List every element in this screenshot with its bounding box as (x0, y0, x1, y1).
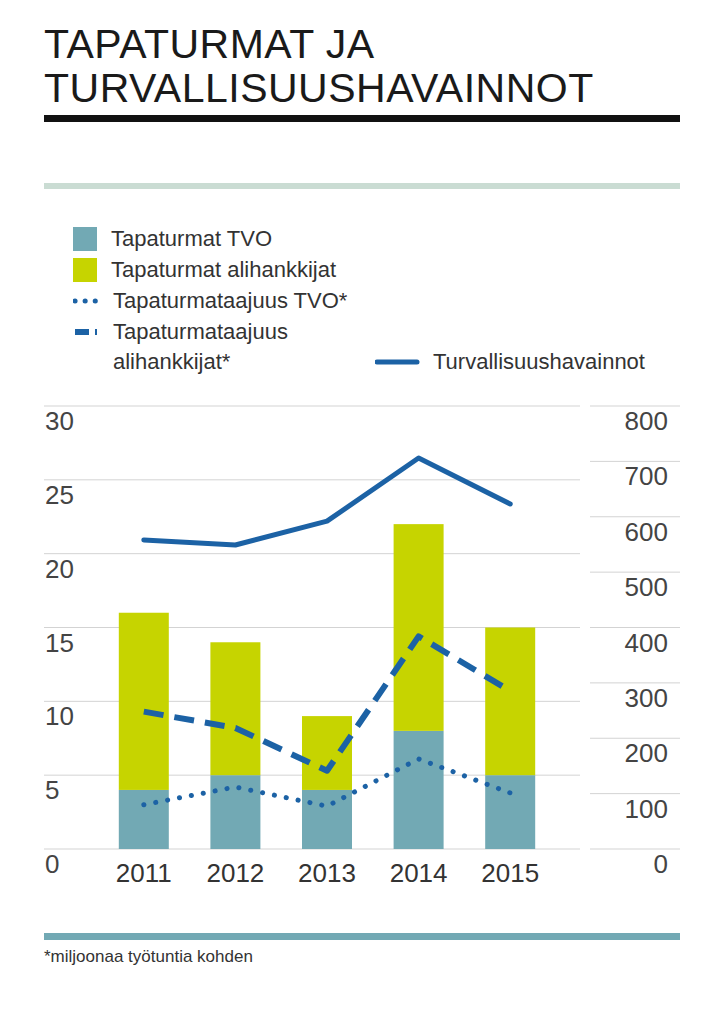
legend-swatch-line (75, 329, 97, 335)
line-solid (144, 458, 510, 545)
grid (44, 406, 680, 849)
title-rule (44, 115, 680, 122)
y-tick-label: 20 (45, 554, 74, 584)
y-tick-label: 25 (45, 480, 74, 510)
y2-tick-label: 700 (625, 461, 668, 491)
title: TAPATURMAT JA TURVALLISUUSHAVAINNOT (44, 22, 684, 110)
x-tick-label: 2012 (206, 858, 264, 888)
legend-label: Tapaturmat alihankkijat (111, 255, 336, 285)
legend-swatch-line (75, 299, 97, 304)
bar (119, 613, 169, 790)
bar (485, 775, 535, 849)
x-tick-label: 2011 (116, 858, 172, 888)
footer-rule (44, 933, 680, 940)
y-tick-label: 10 (45, 701, 74, 731)
y-tick-label: 15 (45, 628, 74, 658)
legend-swatch (73, 255, 105, 285)
legend-label: Turvallisuushavainnot (433, 347, 645, 377)
legend-item: Tapaturmat TVO (73, 224, 473, 254)
y2-tick-label: 100 (625, 794, 668, 824)
legend-item: Tapaturmataajuus alihankkijat* (73, 317, 313, 377)
legend-swatch (73, 224, 105, 254)
legend-item: Turvallisuushavainnot (375, 347, 695, 377)
grid-line (44, 406, 580, 407)
bar (394, 524, 444, 731)
legend-swatch-line (377, 360, 417, 365)
y2-tick-label: 0 (654, 849, 668, 879)
legend-rule (44, 183, 680, 189)
grid-line (44, 479, 580, 480)
y2-tick-label: 800 (625, 406, 668, 436)
y2-tick-label: 300 (625, 683, 668, 713)
bar (119, 790, 169, 849)
legend-label: Tapaturmataajuus TVO* (113, 286, 347, 316)
x-tick-label: 2015 (481, 858, 539, 888)
legend-item: Tapaturmataajuus TVO* (73, 286, 473, 316)
bar (485, 628, 535, 776)
bar (394, 731, 444, 849)
bar (210, 642, 260, 775)
bar (210, 775, 260, 849)
legend-swatch (73, 317, 107, 347)
line-dashed (144, 636, 510, 770)
x-tick-label: 2013 (298, 858, 356, 888)
legend-label: Tapaturmat TVO (111, 224, 272, 254)
grid-line (44, 553, 580, 554)
legend-swatch (375, 347, 427, 377)
footnote: *miljoonaa työtuntia kohden (44, 947, 253, 967)
plot-area (119, 458, 535, 849)
legend-label: Tapaturmataajuus alihankkijat* (113, 317, 313, 377)
legend-swatch (73, 286, 107, 316)
y2-tick-label: 600 (625, 517, 668, 547)
legend-swatch-rect (73, 258, 97, 282)
legend-swatch-rect (73, 227, 97, 251)
legend-item: Tapaturmat alihankkijat (73, 255, 473, 285)
chart: 0510152025300100200300400500600700800201… (0, 0, 726, 1016)
y2-tick-label: 200 (625, 738, 668, 768)
bar (302, 716, 352, 790)
y2-tick-label: 500 (625, 572, 668, 602)
y-tick-label: 0 (45, 849, 59, 879)
x-tick-label: 2014 (390, 858, 448, 888)
y-tick-label: 30 (45, 406, 74, 436)
y-tick-label: 5 (45, 775, 59, 805)
y2-tick-label: 400 (625, 628, 668, 658)
